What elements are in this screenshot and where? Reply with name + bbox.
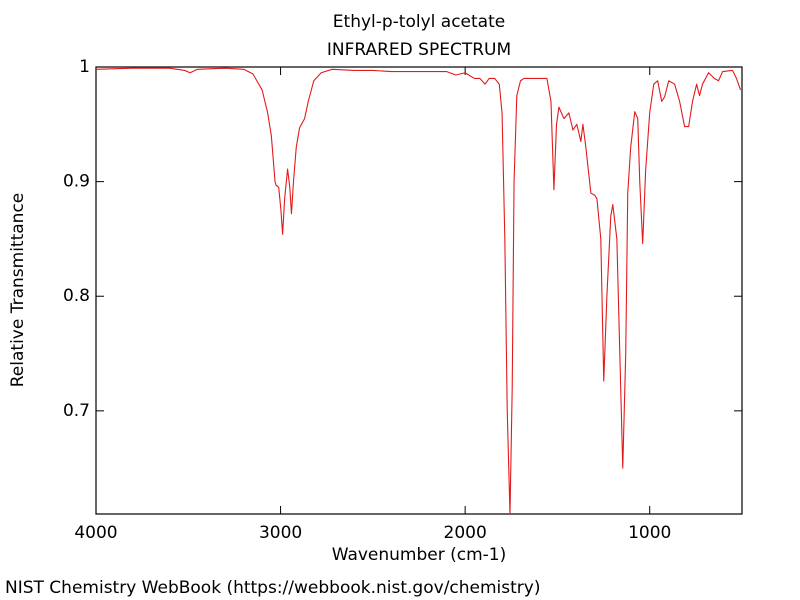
x-tick-label: 4000 <box>74 523 117 543</box>
y-tick-label: 0.7 <box>63 401 90 421</box>
y-tick-label: 1 <box>79 57 90 77</box>
y-tick-label: 0.9 <box>63 172 90 192</box>
x-tick-label: 1000 <box>628 523 671 543</box>
source-note: NIST Chemistry WebBook (https://webbook.… <box>5 578 540 598</box>
x-tick-label: 2000 <box>444 523 487 543</box>
spectrum-line <box>96 67 742 514</box>
x-axis-label: Wavenumber (cm-1) <box>332 545 507 565</box>
y-tick-label: 0.8 <box>63 286 90 306</box>
plot-frame <box>95 66 743 515</box>
x-tick-label: 3000 <box>259 523 302 543</box>
y-axis-label: Relative Transmittance <box>8 193 28 388</box>
chart-title: Ethyl-p-tolyl acetate <box>333 12 505 32</box>
chart-subtitle: INFRARED SPECTRUM <box>327 40 511 60</box>
